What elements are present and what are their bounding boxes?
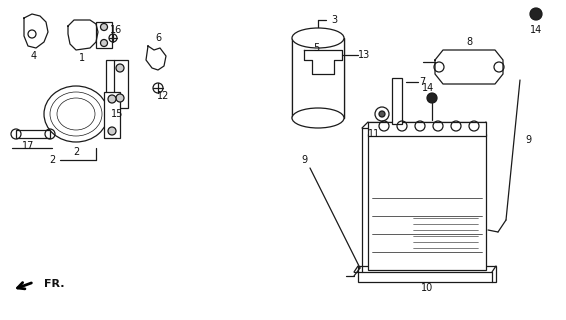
Bar <box>106 60 128 108</box>
Bar <box>292 38 344 118</box>
Text: 6: 6 <box>155 33 161 43</box>
Circle shape <box>108 95 116 103</box>
Text: 10: 10 <box>421 283 433 293</box>
Text: 1: 1 <box>79 53 85 63</box>
Text: 13: 13 <box>358 50 370 60</box>
Text: 12: 12 <box>157 91 169 101</box>
Polygon shape <box>68 20 98 50</box>
Text: 4: 4 <box>31 51 37 61</box>
Circle shape <box>101 23 108 30</box>
Bar <box>368 122 486 136</box>
Text: FR.: FR. <box>44 279 65 289</box>
Circle shape <box>101 39 108 46</box>
Text: 11: 11 <box>368 129 380 139</box>
Circle shape <box>427 93 437 103</box>
Bar <box>96 22 112 48</box>
Circle shape <box>116 94 124 102</box>
Text: 5: 5 <box>313 43 319 53</box>
Text: 8: 8 <box>466 37 472 47</box>
Circle shape <box>530 8 542 20</box>
Text: 16: 16 <box>110 25 122 35</box>
Polygon shape <box>24 14 48 48</box>
Text: 2: 2 <box>49 155 55 165</box>
Text: 9: 9 <box>525 135 531 145</box>
Bar <box>358 266 496 282</box>
Ellipse shape <box>44 86 108 142</box>
Text: 9: 9 <box>301 155 307 165</box>
Bar <box>104 92 120 138</box>
Circle shape <box>116 64 124 72</box>
Circle shape <box>108 127 116 135</box>
Text: 3: 3 <box>331 15 337 25</box>
Bar <box>368 134 486 270</box>
Ellipse shape <box>292 108 344 128</box>
Text: 2: 2 <box>73 147 79 157</box>
Polygon shape <box>304 50 342 74</box>
Text: 14: 14 <box>530 25 542 35</box>
Polygon shape <box>435 50 503 84</box>
Circle shape <box>379 111 385 117</box>
Ellipse shape <box>292 28 344 48</box>
Text: 15: 15 <box>111 109 123 119</box>
Text: 7: 7 <box>419 77 425 87</box>
Text: 17: 17 <box>22 141 34 151</box>
Text: 14: 14 <box>422 83 434 93</box>
Bar <box>392 78 402 124</box>
Bar <box>16 130 50 138</box>
Polygon shape <box>146 46 166 70</box>
